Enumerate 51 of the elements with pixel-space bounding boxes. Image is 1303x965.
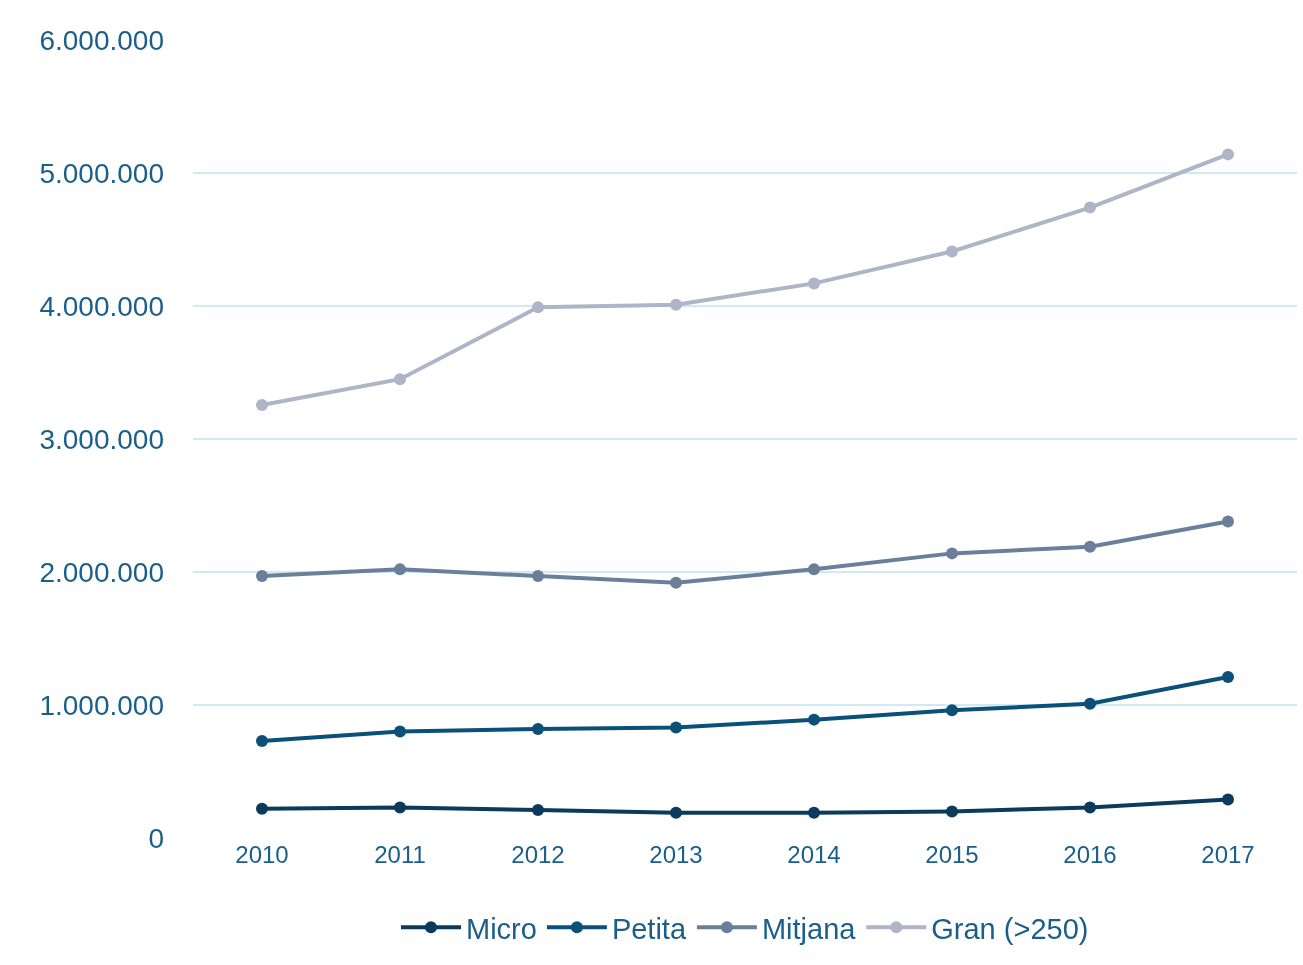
point <box>808 277 820 290</box>
point <box>1222 793 1234 806</box>
y-tick-label: 2.000.000 <box>39 556 164 588</box>
point <box>808 806 820 819</box>
point <box>670 721 682 734</box>
point <box>670 576 682 589</box>
point <box>394 563 406 576</box>
x-tick-label: 2012 <box>511 841 565 868</box>
point <box>394 373 406 386</box>
point <box>256 398 268 411</box>
point <box>808 713 820 726</box>
point <box>1222 515 1234 528</box>
y-tick-label: 1.000.000 <box>39 689 164 721</box>
y-tick-label: 6.000.000 <box>39 24 164 56</box>
x-tick-label: 2016 <box>1063 841 1117 868</box>
point <box>1084 697 1096 710</box>
y-tick-label: 4.000.000 <box>39 290 164 322</box>
x-tick-label: 2014 <box>787 841 841 868</box>
point <box>1084 801 1096 814</box>
point <box>394 801 406 814</box>
point <box>256 802 268 815</box>
point <box>1222 671 1234 684</box>
x-tick-label: 2011 <box>374 841 426 868</box>
point <box>1084 201 1096 214</box>
x-tick-label: 2010 <box>235 841 289 868</box>
legend-label: Petita <box>611 912 687 945</box>
point <box>394 725 406 738</box>
y-tick-label: 3.000.000 <box>39 423 164 455</box>
point <box>256 569 268 582</box>
point <box>532 722 544 735</box>
point <box>808 563 820 576</box>
legend-label: Mitjana <box>761 912 857 945</box>
point <box>532 301 544 314</box>
point <box>532 804 544 817</box>
point <box>946 547 958 560</box>
point <box>1222 148 1234 161</box>
point <box>532 569 544 582</box>
x-tick-label: 2017 <box>1201 841 1255 868</box>
point <box>946 245 958 258</box>
legend-label: Gran (>250) <box>931 912 1089 945</box>
point <box>256 734 268 747</box>
legend-label: Micro <box>466 912 537 945</box>
point <box>670 298 682 311</box>
y-tick-label: 0 <box>148 822 164 854</box>
x-tick-label: 2015 <box>925 841 979 868</box>
y-tick-label: 5.000.000 <box>39 157 164 189</box>
point <box>946 805 958 818</box>
x-tick-label: 2013 <box>649 841 703 868</box>
point <box>1084 540 1096 553</box>
point <box>670 806 682 819</box>
point <box>946 704 958 717</box>
